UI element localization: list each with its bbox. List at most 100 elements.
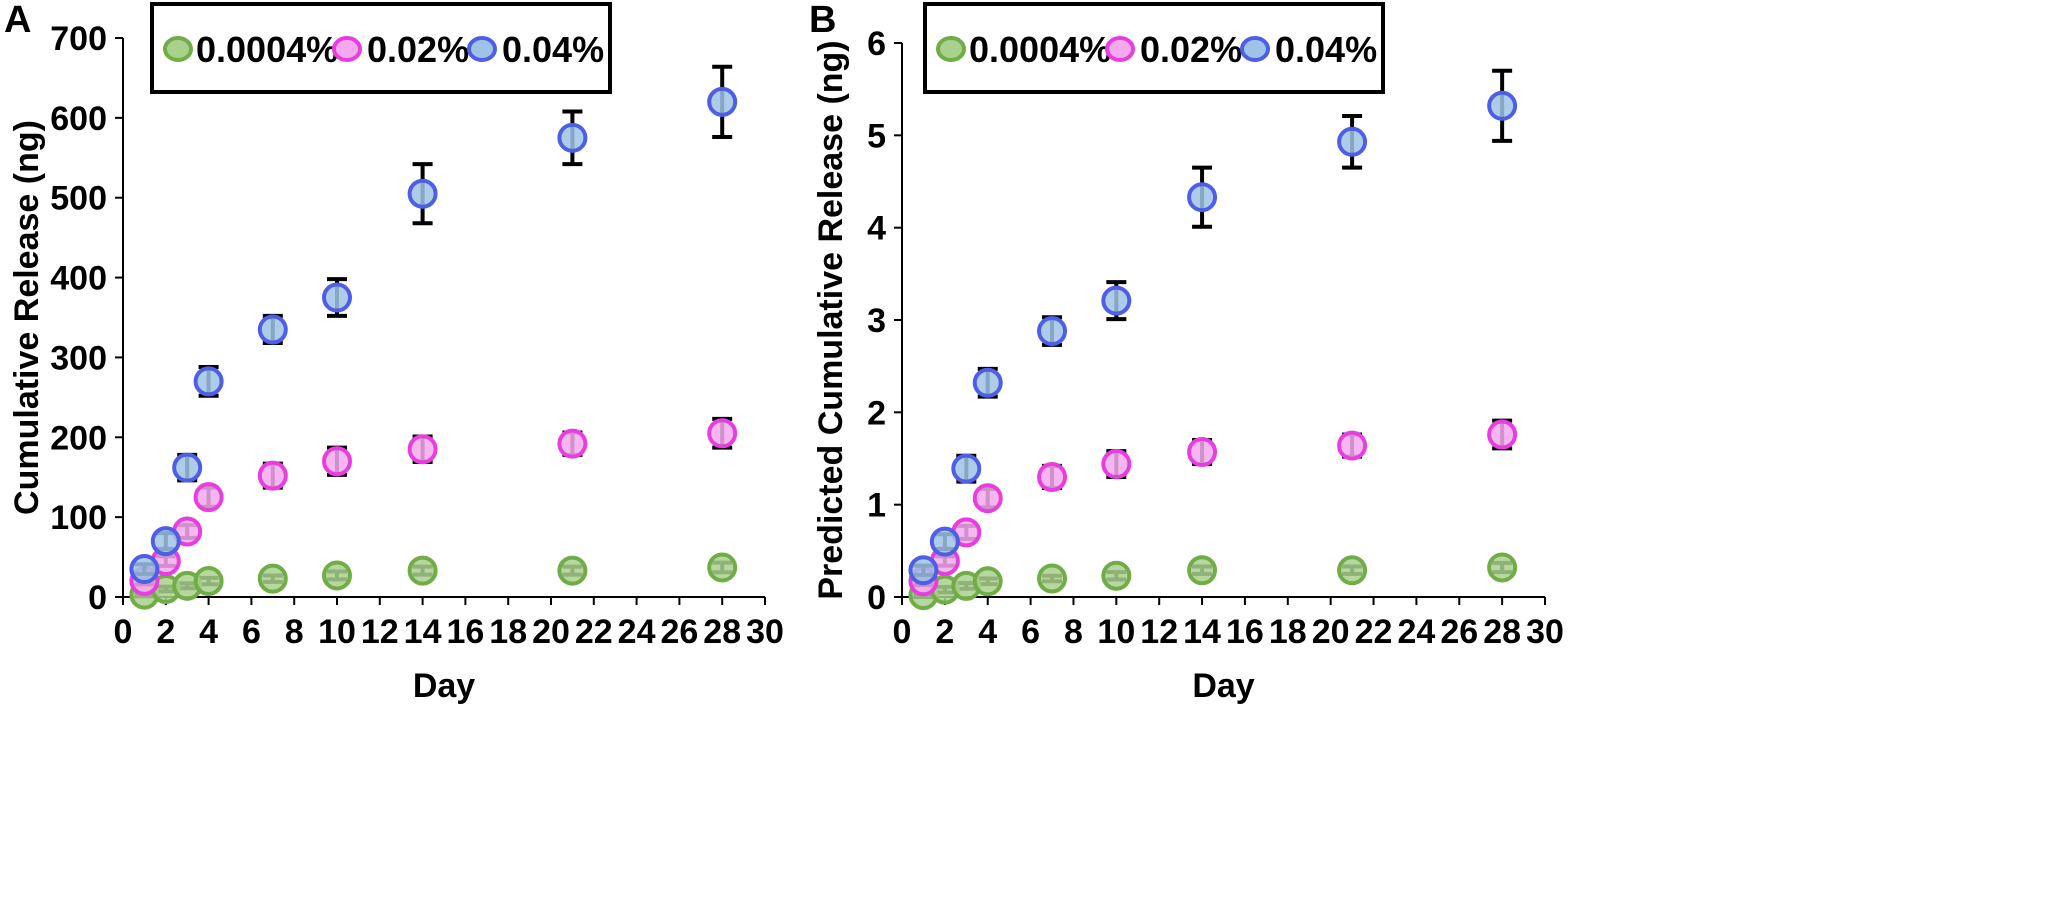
- x-tick-label: 30: [1526, 613, 1564, 651]
- data-point: [707, 552, 738, 583]
- series-0.04%: [908, 68, 1518, 586]
- y-tick-label: 0: [867, 579, 886, 617]
- data-point: [1487, 419, 1518, 450]
- y-tick-label: 500: [50, 180, 107, 218]
- data-point: [557, 122, 588, 153]
- data-point: [1101, 560, 1132, 591]
- x-tick-label: 10: [318, 613, 356, 651]
- series-0.0004%: [129, 552, 738, 610]
- legend-marker: [332, 36, 362, 62]
- data-point: [929, 526, 960, 557]
- x-tick-label: 28: [1483, 613, 1521, 651]
- x-tick-label: 12: [361, 613, 399, 651]
- chart-panel-b: B0 2 4 6 8 10 12 14 16 18 20 22 24 26 28 300123456DayPr…: [809, 0, 1564, 705]
- x-tick-label: 8: [1064, 613, 1083, 651]
- x-axis-title: Day: [413, 667, 475, 705]
- x-tick-label: 6: [242, 613, 261, 651]
- x-tick-label: 12: [1140, 613, 1178, 651]
- data-point: [557, 428, 588, 459]
- x-tick-label: 2: [935, 613, 954, 651]
- legend-label: 0.04%: [502, 29, 604, 70]
- y-tick-label: 2: [867, 394, 886, 432]
- y-axis-title: Predicted Cumulative Release (ng): [812, 40, 850, 599]
- x-tick-label: 16: [1226, 613, 1264, 651]
- data-point: [972, 483, 1003, 514]
- y-tick-label: 3: [867, 302, 886, 340]
- data-point: [707, 86, 738, 117]
- x-axis-title: Day: [1192, 667, 1254, 705]
- data-point: [407, 178, 438, 209]
- legend-label: 0.02%: [367, 29, 469, 70]
- x-tick-label: 2: [156, 613, 175, 651]
- data-point: [322, 282, 352, 313]
- legend-marker: [467, 36, 497, 62]
- data-point: [1037, 461, 1068, 492]
- data-point: [257, 314, 288, 345]
- data-point: [972, 566, 1003, 597]
- y-tick-label: 700: [50, 20, 107, 58]
- legend-box: [923, 2, 1385, 94]
- x-tick-label: 10: [1097, 613, 1135, 651]
- panel-letter: B: [809, 0, 836, 41]
- x-tick-label: 0: [893, 613, 912, 651]
- panel-letter: A: [4, 0, 31, 41]
- data-point: [257, 460, 288, 491]
- y-tick-label: 600: [50, 100, 107, 138]
- x-tick-label: 8: [285, 613, 304, 651]
- y-tick-label: 1: [867, 487, 886, 525]
- data-point: [1187, 437, 1218, 468]
- y-tick-label: 100: [50, 499, 107, 537]
- data-point: [557, 555, 588, 586]
- data-point: [1337, 430, 1368, 461]
- x-tick-label: 6: [1021, 613, 1040, 651]
- legend-box: [150, 2, 612, 94]
- y-tick-label: 300: [50, 339, 107, 377]
- x-tick-label: 18: [1269, 613, 1307, 651]
- legend: 0.0004% 0.02% 0.04%: [923, 2, 1385, 94]
- data-point: [1187, 182, 1218, 213]
- legend-label: 0.02%: [1140, 29, 1242, 70]
- data-point: [1337, 126, 1368, 157]
- legend-label: 0.0004%: [196, 29, 338, 70]
- x-tick-label: 24: [618, 613, 656, 651]
- data-point: [1487, 90, 1518, 121]
- x-tick-label: 26: [1440, 613, 1478, 651]
- x-tick-label: 28: [703, 613, 741, 651]
- series-0.04%: [129, 64, 738, 585]
- legend-label: 0.0004%: [969, 29, 1111, 70]
- legend-marker: [1105, 36, 1135, 62]
- series-0.02%: [908, 418, 1518, 597]
- legend-marker: [163, 36, 193, 62]
- data-point: [129, 554, 160, 585]
- data-point: [707, 418, 738, 449]
- data-point: [257, 563, 288, 594]
- x-tick-label: 16: [446, 613, 484, 651]
- data-point: [1037, 316, 1068, 347]
- y-tick-label: 200: [50, 419, 107, 457]
- y-tick-label: 4: [867, 210, 886, 248]
- y-tick-label: 6: [867, 25, 886, 63]
- x-tick-label: 20: [532, 613, 570, 651]
- data-point: [193, 482, 224, 513]
- data-point: [972, 367, 1003, 398]
- data-point: [951, 453, 982, 484]
- y-axis-title: Cumulative Release (ng): [8, 120, 46, 515]
- legend-marker: [936, 36, 966, 62]
- data-point: [1101, 449, 1132, 480]
- data-point: [407, 555, 438, 586]
- data-point: [193, 566, 224, 597]
- x-tick-label: 20: [1312, 613, 1350, 651]
- data-point: [1037, 563, 1068, 594]
- x-tick-label: 18: [489, 613, 527, 651]
- legend-label: 0.04%: [1275, 29, 1377, 70]
- series-0.02%: [129, 416, 738, 597]
- data-point: [322, 446, 352, 477]
- data-point: [193, 366, 224, 397]
- x-tick-label: 22: [1355, 613, 1393, 651]
- y-tick-label: 5: [867, 117, 886, 155]
- y-tick-label: 0: [88, 579, 107, 617]
- x-tick-label: 14: [404, 613, 442, 651]
- legend: 0.0004% 0.02% 0.04%: [150, 2, 612, 94]
- y-tick-label: 400: [50, 260, 107, 298]
